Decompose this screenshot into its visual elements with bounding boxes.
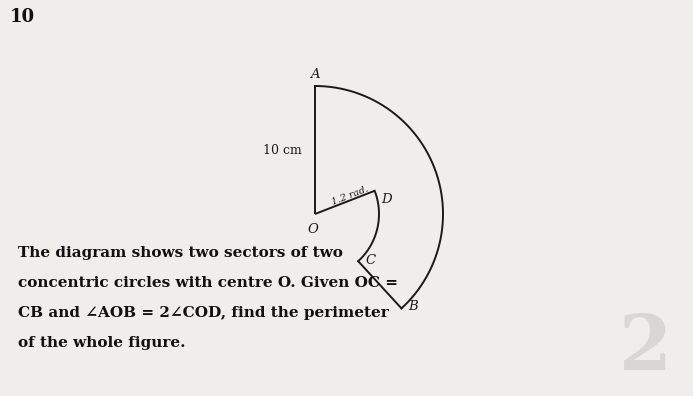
Text: concentric circles with centre O. Given OC =: concentric circles with centre O. Given … <box>18 276 398 290</box>
Text: CB and ∠AOB = 2∠COD, find the perimeter: CB and ∠AOB = 2∠COD, find the perimeter <box>18 306 389 320</box>
Text: 10 cm: 10 cm <box>263 143 302 156</box>
Text: 1.2 rad.: 1.2 rad. <box>331 184 370 207</box>
Text: C: C <box>365 254 376 267</box>
Text: O: O <box>308 223 319 236</box>
Text: 2: 2 <box>618 312 672 386</box>
Text: A: A <box>310 67 319 80</box>
Text: The diagram shows two sectors of two: The diagram shows two sectors of two <box>18 246 343 260</box>
Text: B: B <box>408 300 418 313</box>
Text: 10: 10 <box>10 8 35 26</box>
Text: D: D <box>382 193 392 206</box>
Text: of the whole figure.: of the whole figure. <box>18 336 186 350</box>
